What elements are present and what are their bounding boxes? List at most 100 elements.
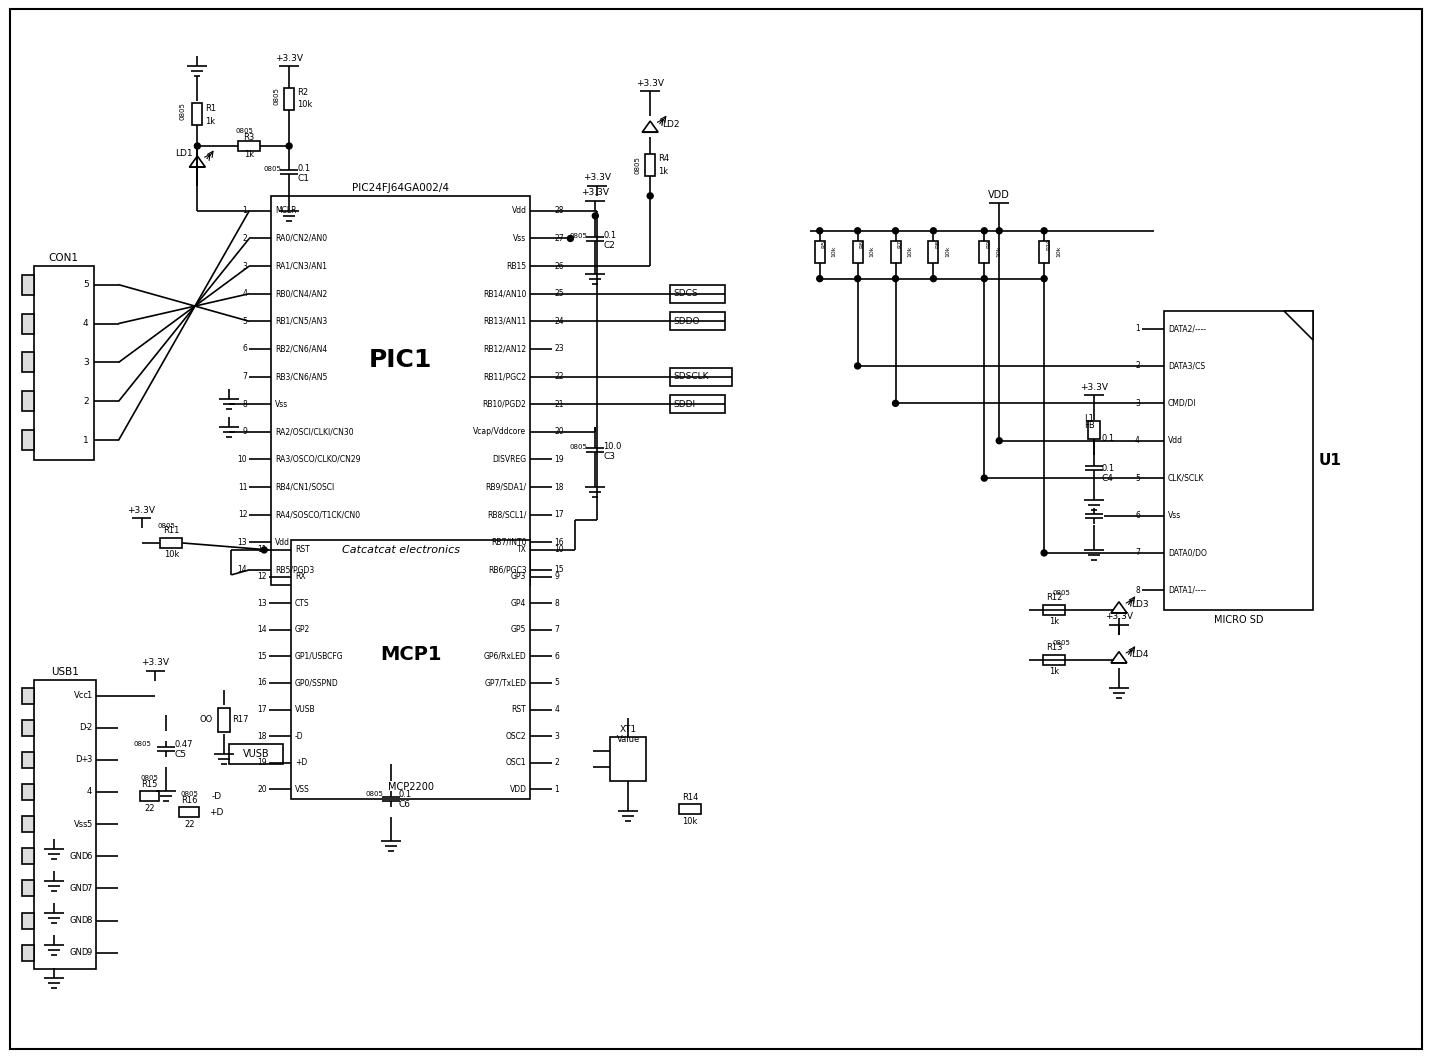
Text: 10k: 10k xyxy=(945,245,951,257)
Text: 15: 15 xyxy=(554,565,564,574)
Bar xyxy=(891,241,901,262)
Bar xyxy=(238,141,261,151)
Text: L1: L1 xyxy=(1084,414,1094,423)
Text: LD2: LD2 xyxy=(662,120,680,129)
Text: 2: 2 xyxy=(1136,362,1140,370)
Text: 3: 3 xyxy=(83,358,89,367)
Text: 4: 4 xyxy=(554,705,560,714)
Text: 19: 19 xyxy=(258,759,268,767)
Text: R8: R8 xyxy=(935,240,941,248)
Text: 4: 4 xyxy=(242,289,248,298)
Text: 9: 9 xyxy=(242,427,248,436)
Text: CTS: CTS xyxy=(295,599,309,607)
Bar xyxy=(192,103,202,125)
Text: RB4/CN1/SOSCI: RB4/CN1/SOSCI xyxy=(275,482,335,492)
Text: R7: R7 xyxy=(898,239,902,248)
Text: 3: 3 xyxy=(86,755,92,764)
Text: R13: R13 xyxy=(1045,643,1063,652)
Text: RST: RST xyxy=(295,546,309,554)
Circle shape xyxy=(816,227,823,234)
Text: 0805: 0805 xyxy=(634,156,640,174)
Text: Vss: Vss xyxy=(513,234,527,243)
Text: GP1/USBCFG: GP1/USBCFG xyxy=(295,652,344,661)
Bar xyxy=(21,945,34,961)
Text: 25: 25 xyxy=(554,289,564,298)
Text: 21: 21 xyxy=(554,400,564,408)
Circle shape xyxy=(286,143,292,149)
Text: 2: 2 xyxy=(86,724,92,732)
Text: RB13/AN11: RB13/AN11 xyxy=(483,316,527,326)
Circle shape xyxy=(981,276,987,281)
Text: R6: R6 xyxy=(859,240,865,248)
Text: RB15: RB15 xyxy=(507,261,527,271)
Polygon shape xyxy=(1111,602,1127,613)
Text: SDDI: SDDI xyxy=(673,400,696,408)
Text: Vdd: Vdd xyxy=(275,537,291,547)
Text: DATA3/CS: DATA3/CS xyxy=(1169,362,1204,370)
Text: 10k: 10k xyxy=(869,245,875,257)
Text: 18: 18 xyxy=(554,482,564,492)
Text: 10k: 10k xyxy=(832,245,836,257)
Text: TX: TX xyxy=(517,546,527,554)
Text: 8: 8 xyxy=(1136,586,1140,595)
Text: MICRO SD: MICRO SD xyxy=(1214,615,1263,625)
Text: +D: +D xyxy=(209,807,223,817)
Text: 0.1: 0.1 xyxy=(1103,434,1116,442)
Text: 15: 15 xyxy=(258,652,268,661)
Text: GP0/SSPND: GP0/SSPND xyxy=(295,678,339,688)
Text: RA1/CN3/AN1: RA1/CN3/AN1 xyxy=(275,261,326,271)
Text: OO: OO xyxy=(199,715,212,724)
Text: 10k: 10k xyxy=(683,817,697,825)
Text: 8: 8 xyxy=(86,916,92,925)
Text: SDCS: SDCS xyxy=(673,289,697,298)
Text: GP3: GP3 xyxy=(511,572,527,581)
Text: RB10/PGD2: RB10/PGD2 xyxy=(483,400,527,408)
Circle shape xyxy=(816,276,823,281)
Text: 10: 10 xyxy=(554,546,564,554)
Text: 7: 7 xyxy=(554,625,560,634)
Bar xyxy=(179,807,199,817)
Text: 10k: 10k xyxy=(908,245,912,257)
Circle shape xyxy=(593,213,599,219)
Circle shape xyxy=(892,400,898,406)
Text: 0805: 0805 xyxy=(570,233,587,239)
Bar xyxy=(610,737,646,782)
Text: CON1: CON1 xyxy=(49,253,79,262)
Bar xyxy=(1088,421,1100,439)
Text: VDD: VDD xyxy=(988,189,1010,200)
Text: -D: -D xyxy=(212,791,222,801)
Bar xyxy=(229,745,284,764)
Text: RB8/SCL1/: RB8/SCL1/ xyxy=(487,510,527,519)
Text: 20: 20 xyxy=(258,785,268,794)
Bar xyxy=(979,241,990,262)
Text: 22: 22 xyxy=(554,372,564,381)
Bar xyxy=(21,352,34,372)
Text: R15: R15 xyxy=(142,780,158,789)
Circle shape xyxy=(1041,550,1047,555)
Text: 24: 24 xyxy=(554,316,564,326)
Text: LD4: LD4 xyxy=(1131,651,1148,659)
Text: 0805: 0805 xyxy=(180,791,198,798)
Circle shape xyxy=(261,547,268,553)
Text: 0805: 0805 xyxy=(570,443,587,450)
Text: R16: R16 xyxy=(180,796,198,805)
Bar xyxy=(139,791,159,801)
Text: 11: 11 xyxy=(238,482,248,492)
Text: 0.1: 0.1 xyxy=(296,164,311,174)
Text: 4: 4 xyxy=(1136,436,1140,445)
Circle shape xyxy=(997,227,1002,234)
Text: 0.1: 0.1 xyxy=(1103,463,1116,473)
Text: 9: 9 xyxy=(86,948,92,957)
Text: D+: D+ xyxy=(76,755,89,764)
Bar xyxy=(21,275,34,294)
Text: 16: 16 xyxy=(554,537,564,547)
Bar xyxy=(670,367,732,385)
Circle shape xyxy=(997,438,1002,443)
Text: 1k: 1k xyxy=(659,167,669,177)
Text: 10k: 10k xyxy=(1057,245,1061,257)
Text: D-: D- xyxy=(79,724,89,732)
Bar xyxy=(670,312,725,330)
Text: DATA0/DO: DATA0/DO xyxy=(1169,548,1207,558)
Text: VSS: VSS xyxy=(295,785,309,794)
Text: 10k: 10k xyxy=(997,245,1001,257)
